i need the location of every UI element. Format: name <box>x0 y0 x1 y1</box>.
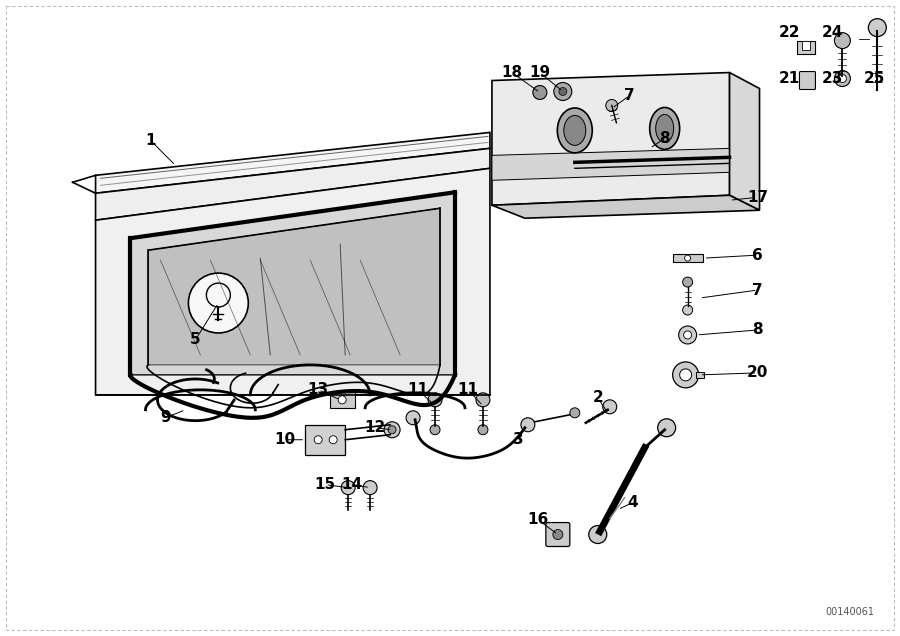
Text: 00140061: 00140061 <box>825 607 874 618</box>
Circle shape <box>589 525 607 544</box>
Text: 15: 15 <box>315 477 336 492</box>
Text: 11: 11 <box>408 382 428 398</box>
Polygon shape <box>730 73 760 211</box>
Text: 3: 3 <box>513 432 523 447</box>
Circle shape <box>868 18 886 37</box>
Circle shape <box>839 74 846 83</box>
Circle shape <box>384 422 400 438</box>
Text: 5: 5 <box>190 333 201 347</box>
Text: 11: 11 <box>457 382 479 398</box>
Circle shape <box>682 305 693 315</box>
Polygon shape <box>95 148 490 220</box>
Circle shape <box>684 331 691 339</box>
Polygon shape <box>95 169 490 395</box>
Polygon shape <box>305 425 346 455</box>
Circle shape <box>341 481 356 495</box>
Text: 16: 16 <box>527 512 548 527</box>
Text: 20: 20 <box>747 365 769 380</box>
Bar <box>696 372 704 378</box>
Polygon shape <box>797 41 815 53</box>
Circle shape <box>338 396 346 404</box>
Circle shape <box>559 88 567 95</box>
Polygon shape <box>492 195 760 218</box>
Text: 8: 8 <box>752 322 763 338</box>
Circle shape <box>834 32 850 48</box>
Polygon shape <box>492 73 730 205</box>
Circle shape <box>658 418 676 437</box>
Text: 25: 25 <box>864 71 885 86</box>
Circle shape <box>388 425 396 434</box>
Ellipse shape <box>650 107 680 149</box>
Circle shape <box>314 436 322 444</box>
Polygon shape <box>148 208 440 365</box>
Text: 6: 6 <box>752 247 763 263</box>
Text: 22: 22 <box>778 25 800 40</box>
Text: 19: 19 <box>529 65 551 80</box>
Text: 17: 17 <box>747 190 768 205</box>
Circle shape <box>679 326 697 344</box>
Circle shape <box>430 425 440 435</box>
Text: 8: 8 <box>660 131 670 146</box>
Polygon shape <box>95 132 490 193</box>
Polygon shape <box>672 254 703 262</box>
Circle shape <box>476 393 490 407</box>
Text: 2: 2 <box>592 391 603 405</box>
Circle shape <box>521 418 535 432</box>
FancyBboxPatch shape <box>799 71 815 90</box>
Circle shape <box>188 273 248 333</box>
Circle shape <box>553 530 562 539</box>
Ellipse shape <box>557 108 592 153</box>
Circle shape <box>680 369 691 381</box>
Polygon shape <box>130 192 455 375</box>
Text: 24: 24 <box>822 25 843 40</box>
FancyBboxPatch shape <box>546 523 570 546</box>
Polygon shape <box>330 392 356 408</box>
Text: 14: 14 <box>342 477 363 492</box>
Bar <box>803 41 810 50</box>
Circle shape <box>428 393 442 407</box>
Circle shape <box>406 411 420 425</box>
Circle shape <box>533 85 547 99</box>
Text: 1: 1 <box>145 133 156 148</box>
Text: 9: 9 <box>160 410 171 425</box>
Circle shape <box>363 481 377 495</box>
Circle shape <box>478 425 488 435</box>
Text: 7: 7 <box>625 88 635 103</box>
Circle shape <box>682 277 693 287</box>
Circle shape <box>329 436 338 444</box>
Text: 10: 10 <box>274 432 296 447</box>
Text: 4: 4 <box>627 495 638 510</box>
Text: 18: 18 <box>501 65 523 80</box>
Circle shape <box>685 255 690 261</box>
Circle shape <box>606 99 617 111</box>
Circle shape <box>834 71 850 86</box>
Circle shape <box>672 362 698 388</box>
Text: 7: 7 <box>752 282 763 298</box>
Ellipse shape <box>563 116 586 146</box>
Circle shape <box>554 83 572 100</box>
Circle shape <box>570 408 580 418</box>
Ellipse shape <box>656 114 674 142</box>
Text: 23: 23 <box>822 71 843 86</box>
Polygon shape <box>492 148 730 180</box>
Circle shape <box>603 400 616 414</box>
Text: 12: 12 <box>364 420 386 435</box>
Text: 13: 13 <box>308 382 328 398</box>
Text: 21: 21 <box>778 71 800 86</box>
